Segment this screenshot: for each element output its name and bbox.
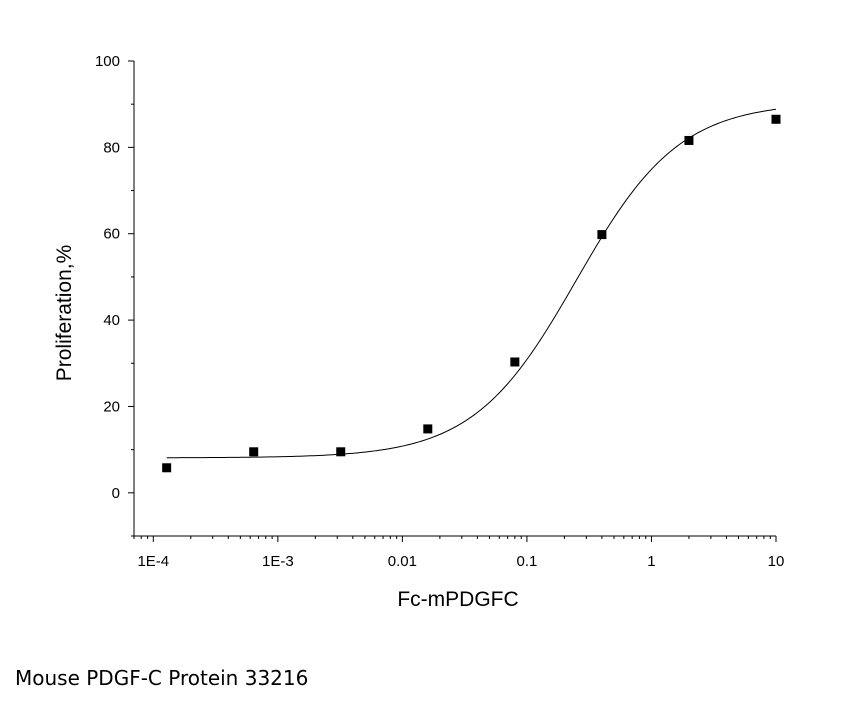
data-point: [597, 230, 607, 240]
y-tick-label: 40: [103, 312, 120, 329]
x-axis-ticks: 1E-4 1E-3 0.01 0.1 1 10: [133, 536, 785, 570]
caption: Mouse PDGF-C Protein 33216: [15, 666, 309, 690]
data-point: [684, 135, 694, 145]
x-tick-label: 0.01: [388, 553, 417, 570]
x-tick-label: 0.1: [516, 553, 537, 570]
x-tick-label: 1: [647, 553, 655, 570]
y-tick-label: 0: [112, 485, 120, 502]
data-point: [249, 447, 259, 457]
x-axis-title: Fc-mPDGFC: [397, 588, 518, 611]
data-point: [423, 424, 433, 434]
data-point: [510, 357, 520, 367]
y-tick-label: 60: [103, 226, 120, 243]
fit-curve: [166, 108, 777, 459]
x-tick-label: 1E-4: [137, 553, 169, 570]
y-axis-ticks: 0 20 40 60 80 100: [95, 53, 134, 537]
y-axis-title: Proliferation,%: [53, 245, 76, 382]
x-tick-label: 10: [768, 553, 785, 570]
data-point: [336, 447, 346, 457]
y-tick-label: 100: [95, 53, 120, 70]
x-tick-label: 1E-3: [262, 553, 294, 570]
y-tick-label: 80: [103, 139, 120, 156]
y-tick-label: 20: [103, 398, 120, 415]
data-point: [771, 114, 781, 124]
data-points: [162, 114, 781, 473]
data-point: [162, 463, 172, 473]
